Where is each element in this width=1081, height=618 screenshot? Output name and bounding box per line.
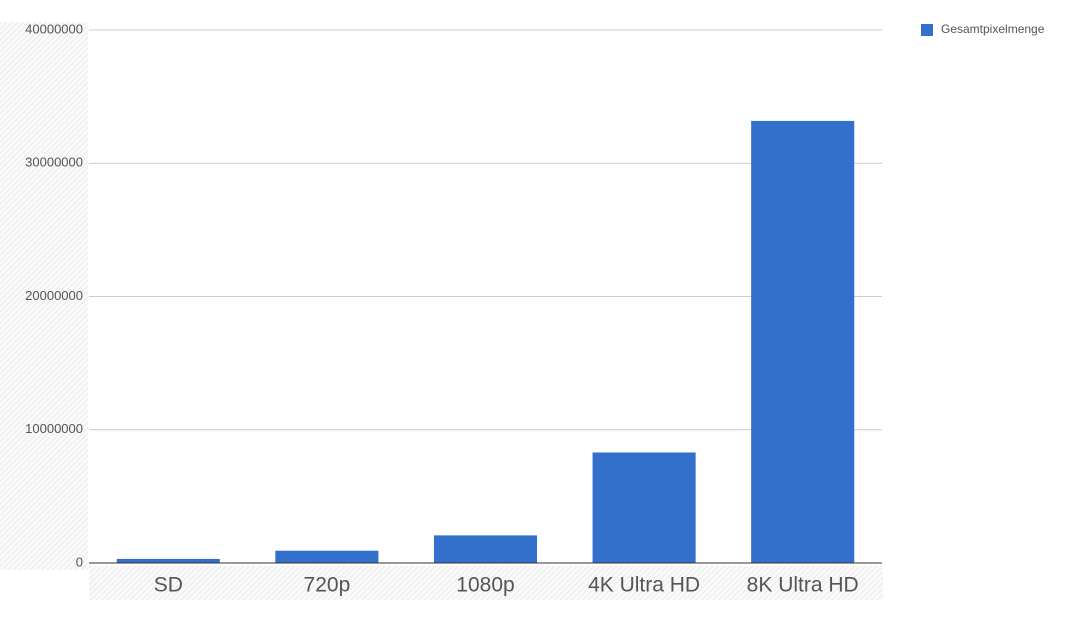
y-tick-label: 30000000 xyxy=(25,155,83,170)
x-tick-label: 720p xyxy=(304,574,351,597)
x-tick-label: 8K Ultra HD xyxy=(747,574,859,597)
y-tick-label: 0 xyxy=(76,554,83,569)
bar xyxy=(592,452,696,563)
x-tick-label: 1080p xyxy=(456,574,514,597)
y-tick-label: 20000000 xyxy=(25,288,83,303)
y-tick-label: 40000000 xyxy=(25,21,83,36)
bar xyxy=(275,550,379,563)
x-tick-label: SD xyxy=(154,574,183,597)
bar xyxy=(116,558,220,563)
legend-label: Gesamtpixelmenge xyxy=(941,22,1045,36)
legend-swatch xyxy=(921,24,933,36)
axis-background xyxy=(0,22,88,570)
y-tick-label: 10000000 xyxy=(25,421,83,436)
bar xyxy=(433,535,538,563)
x-tick-label: 4K Ultra HD xyxy=(588,574,700,597)
bar xyxy=(751,120,855,563)
axis-background xyxy=(89,566,883,600)
